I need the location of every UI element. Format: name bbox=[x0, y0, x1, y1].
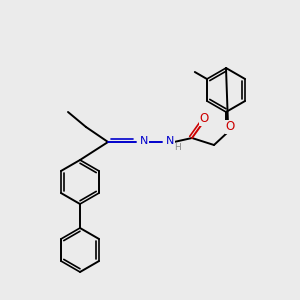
Text: N: N bbox=[140, 136, 148, 146]
Text: O: O bbox=[225, 121, 235, 134]
Text: O: O bbox=[200, 112, 208, 125]
Text: N: N bbox=[166, 136, 174, 146]
Text: H: H bbox=[174, 143, 181, 152]
